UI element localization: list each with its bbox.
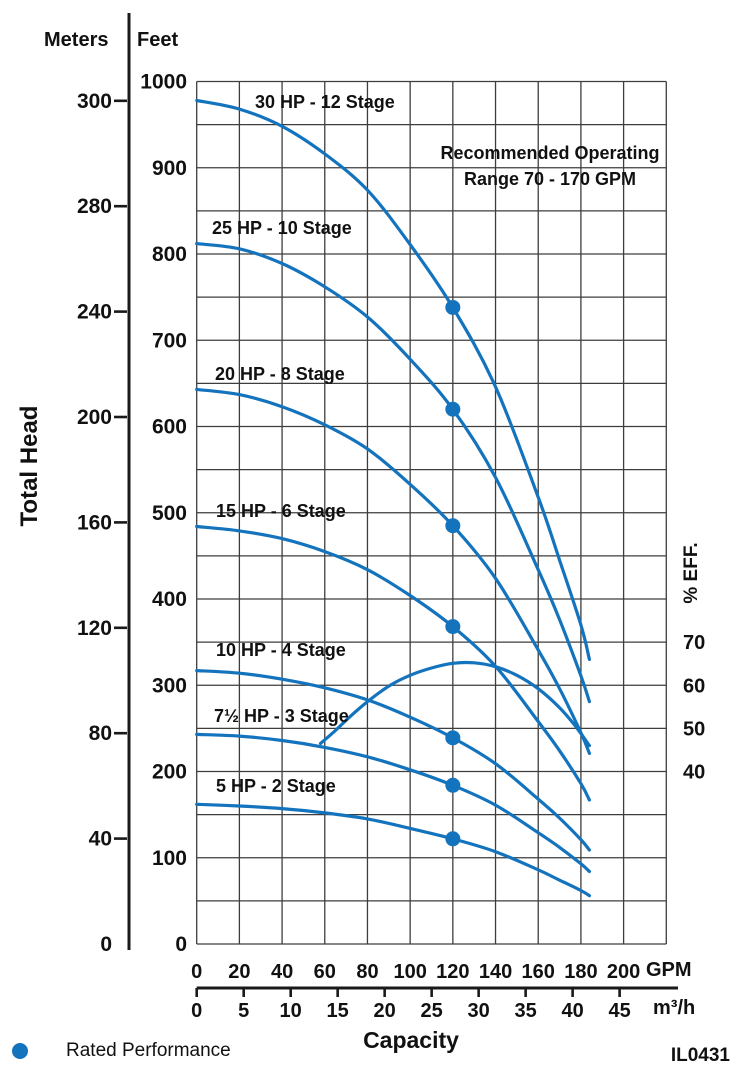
curve-label: 5 HP - 2 Stage <box>216 776 336 796</box>
gpm-tick-label: 140 <box>479 961 512 983</box>
meters-tick-label: 200 <box>77 406 112 429</box>
curve-label: 15 HP - 6 Stage <box>216 501 346 521</box>
feet-tick-label: 100 <box>152 847 187 870</box>
rated-performance-dot-icon <box>12 1043 28 1059</box>
meters-tick-label: 240 <box>77 301 112 324</box>
gpm-tick-label: 120 <box>436 961 469 983</box>
rated-performance-point <box>445 730 461 746</box>
rated-performance-point <box>445 299 461 315</box>
meters-axis-header: Meters <box>44 29 109 51</box>
x-axis-title: Capacity <box>363 1027 459 1053</box>
pump-curve-6stage <box>195 524 591 802</box>
gpm-tick-label: 20 <box>228 961 250 983</box>
meters-tick-label: 160 <box>77 511 112 534</box>
feet-tick-label: 600 <box>152 416 187 439</box>
rated-performance-point <box>445 777 461 793</box>
m3h-tick-label: 40 <box>561 1000 583 1022</box>
gpm-tick-label: 60 <box>314 961 336 983</box>
rated-performance-point <box>445 401 461 417</box>
figure-id-label: IL0431 <box>670 1045 730 1066</box>
gpm-tick-label: 100 <box>393 961 426 983</box>
meters-tick-label: 40 <box>89 828 112 851</box>
recommended-range-line2: Range 70 - 170 GPM <box>463 169 637 189</box>
efficiency-tick-label: 50 <box>683 718 705 740</box>
efficiency-axis-title: % EFF. <box>681 542 702 604</box>
curve-label: 10 HP - 4 Stage <box>216 640 346 660</box>
feet-axis-header: Feet <box>137 29 179 51</box>
gpm-tick-label: 180 <box>564 961 597 983</box>
meters-tick-label: 300 <box>77 90 112 113</box>
m3h-tick-label: 0 <box>191 1000 202 1022</box>
pump-curves <box>195 98 591 898</box>
curve-label: 20 HP - 8 Stage <box>215 364 345 384</box>
feet-tick-label: 800 <box>152 243 187 266</box>
pump-curve-4stage <box>195 669 591 852</box>
efficiency-curve <box>318 660 591 748</box>
gpm-tick-label: 200 <box>607 961 640 983</box>
m3h-axis: 0 5 10 15 20 25 30 35 40 45 <box>191 986 678 1022</box>
feet-tick-label: 500 <box>152 502 187 525</box>
pump-curve-10stage <box>195 242 591 704</box>
meters-tick-label: 0 <box>100 933 112 956</box>
recommended-range-annotation: Recommended Operating Range 70 - 170 GPM <box>424 140 676 192</box>
m3h-tick-label: 45 <box>608 1000 630 1022</box>
meters-tick-label: 80 <box>89 722 112 745</box>
y-axis-title: Total Head <box>16 405 43 527</box>
rated-performance-point <box>445 518 461 534</box>
pump-curve-12stage <box>195 98 591 661</box>
legend-rated-performance-label: Rated Performance <box>66 1040 231 1061</box>
pump-curve-8stage <box>195 387 591 755</box>
gpm-tick-label: 160 <box>522 961 555 983</box>
feet-tick-label: 300 <box>152 674 187 697</box>
feet-tick-label: 400 <box>152 588 187 611</box>
m3h-tick-label: 20 <box>374 1000 396 1022</box>
m3h-unit-label: m³/h <box>653 997 696 1019</box>
curve-label: 30 HP - 12 Stage <box>255 92 395 112</box>
rated-performance-point <box>445 619 461 635</box>
feet-tick-label: 700 <box>152 329 187 352</box>
gpm-tick-label: 80 <box>356 961 378 983</box>
m3h-tick-label: 15 <box>327 1000 349 1022</box>
efficiency-tick-label: 70 <box>683 632 705 654</box>
meters-tick-label: 280 <box>77 195 112 218</box>
pump-curve-3stage <box>195 732 591 874</box>
gpm-unit-label: GPM <box>646 959 692 981</box>
m3h-tick-label: 25 <box>421 1000 443 1022</box>
curve-labels: 30 HP - 12 Stage 25 HP - 10 Stage 20 HP - … <box>212 92 395 796</box>
m3h-tick-label: 30 <box>468 1000 490 1022</box>
gpm-tick-label: 0 <box>191 961 202 983</box>
curve-label: 7½ HP - 3 Stage <box>214 706 349 726</box>
efficiency-tick-label: 60 <box>683 675 705 697</box>
feet-tick-label: 0 <box>175 933 187 956</box>
feet-tick-label: 900 <box>152 157 187 180</box>
m3h-tick-label: 35 <box>515 1000 537 1022</box>
feet-tick-label: 200 <box>152 761 187 784</box>
gpm-tick-label: 40 <box>271 961 293 983</box>
feet-tick-label: 1000 <box>140 71 187 94</box>
pump-curve-2stage <box>195 802 591 898</box>
meters-tick-label: 120 <box>77 617 112 640</box>
m3h-tick-label: 10 <box>280 1000 302 1022</box>
meters-axis: 0 40 80 120 160 200 240 280 300 <box>77 90 127 956</box>
gpm-axis: 0 20 40 60 80 100 120 140 160 180 200 <box>191 961 640 983</box>
curve-label: 25 HP - 10 Stage <box>212 218 352 238</box>
rated-performance-point <box>445 831 461 847</box>
efficiency-axis: 70 60 50 40 <box>683 632 705 783</box>
recommended-range-line1: Recommended Operating <box>440 143 660 163</box>
m3h-tick-label: 5 <box>238 1000 249 1022</box>
efficiency-tick-label: 40 <box>683 762 705 784</box>
rated-points <box>445 299 461 847</box>
feet-axis: 0 100 200 300 400 500 600 700 800 900 1000 <box>140 71 187 957</box>
